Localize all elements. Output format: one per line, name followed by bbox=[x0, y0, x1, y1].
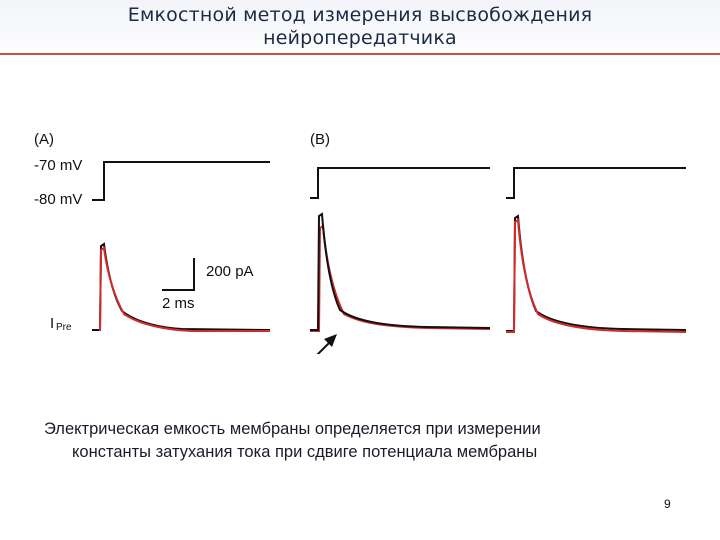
scale-time-label: 2 ms bbox=[162, 295, 195, 312]
slide-title-line-1: Емкостной метод измерения высвобождения bbox=[127, 4, 593, 26]
title-divider bbox=[0, 53, 720, 55]
panel-a-voltage-step bbox=[92, 161, 270, 201]
panel-b1-current-red bbox=[310, 224, 491, 332]
page-number: 9 bbox=[664, 497, 671, 511]
caption-line-2: константы затухания тока при сдвиге поте… bbox=[72, 443, 538, 461]
panel-b1-voltage-step bbox=[310, 167, 490, 199]
panel-a-label: (A) bbox=[34, 131, 54, 148]
voltage-low-label: -80 mV bbox=[34, 191, 82, 208]
panel-b1-current-black bbox=[310, 212, 491, 331]
current-label: I bbox=[50, 315, 54, 332]
slide-title-line-2: нейропередатчика bbox=[263, 27, 457, 49]
panel-b2-current-black bbox=[506, 214, 686, 332]
current-label-subscript: Pre bbox=[56, 322, 72, 333]
voltage-high-label: -70 mV bbox=[34, 157, 82, 174]
panel-b-label: (B) bbox=[310, 131, 330, 148]
caption-line-1: Электрическая емкость мембраны определяе… bbox=[44, 420, 541, 438]
panel-b2-voltage-step bbox=[506, 167, 686, 199]
panel-a-current-red bbox=[99, 246, 270, 332]
arrow-icon bbox=[316, 334, 337, 354]
figure-svg: (A) -70 mV -80 mV 200 pA 2 ms I Pre (B) bbox=[34, 131, 686, 354]
scale-current-label: 200 pA bbox=[206, 263, 254, 280]
slide-title: Емкостной метод измерения высвобождения … bbox=[0, 4, 720, 50]
caption: Электрическая емкость мембраны определяе… bbox=[40, 418, 690, 464]
panel-a-current-black bbox=[92, 242, 271, 331]
capacitance-figure: (A) -70 mV -80 mV 200 pA 2 ms I Pre (B) bbox=[32, 118, 686, 354]
scale-bar bbox=[162, 258, 195, 291]
panel-b2-current-red bbox=[506, 218, 686, 333]
